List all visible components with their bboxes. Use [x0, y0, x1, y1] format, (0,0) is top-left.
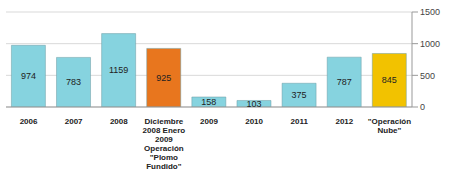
svg-text:2011: 2011 [291, 117, 309, 126]
svg-text:925: 925 [156, 73, 171, 83]
svg-text:2008: 2008 [110, 117, 128, 126]
svg-text:783: 783 [66, 77, 81, 87]
svg-text:"OperaciónNube": "OperaciónNube" [368, 117, 411, 135]
svg-text:2006: 2006 [20, 117, 38, 126]
svg-text:845: 845 [382, 75, 397, 85]
svg-text:1000: 1000 [420, 39, 440, 49]
svg-text:Diciembre2008 Enero2009Operaci: Diciembre2008 Enero2009Operación"PlomoFu… [143, 117, 186, 171]
svg-text:974: 974 [21, 71, 36, 81]
svg-text:1159: 1159 [109, 65, 128, 75]
svg-text:2009: 2009 [200, 117, 218, 126]
svg-text:500: 500 [420, 71, 435, 81]
svg-text:2007: 2007 [65, 117, 83, 126]
svg-text:103: 103 [246, 99, 261, 109]
svg-text:158: 158 [201, 97, 216, 107]
svg-text:2012: 2012 [335, 117, 353, 126]
svg-text:787: 787 [337, 77, 352, 87]
svg-text:2010: 2010 [245, 117, 263, 126]
svg-text:1500: 1500 [420, 7, 440, 17]
svg-text:375: 375 [292, 90, 307, 100]
svg-text:0: 0 [420, 102, 425, 112]
